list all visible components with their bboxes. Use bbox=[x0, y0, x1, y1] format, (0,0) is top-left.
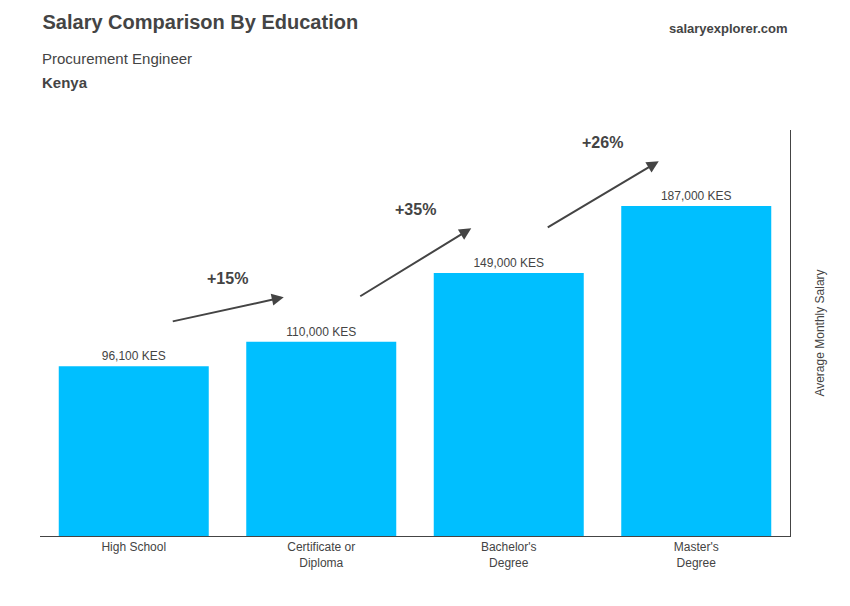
svg-text:+26%: +26% bbox=[582, 134, 623, 151]
svg-text:Average Monthly Salary: Average Monthly Salary bbox=[813, 269, 827, 396]
svg-text:+15%: +15% bbox=[207, 270, 248, 287]
svg-text:salaryexplorer.com: salaryexplorer.com bbox=[669, 21, 788, 36]
svg-text:110,000 KES: 110,000 KES bbox=[286, 325, 356, 339]
svg-text:Bachelor'sDegree: Bachelor'sDegree bbox=[481, 540, 537, 570]
svg-text:187,000 KES: 187,000 KES bbox=[661, 189, 732, 203]
svg-text:Salary Comparison By Education: Salary Comparison By Education bbox=[43, 11, 359, 33]
svg-text:Certificate orDiploma: Certificate orDiploma bbox=[287, 540, 355, 570]
svg-text:149,000 KES: 149,000 KES bbox=[473, 256, 544, 270]
svg-text:+35%: +35% bbox=[395, 201, 436, 218]
svg-text:High School: High School bbox=[101, 540, 166, 554]
svg-text:Master'sDegree: Master'sDegree bbox=[674, 540, 719, 570]
svg-text:Procurement Engineer: Procurement Engineer bbox=[42, 50, 192, 67]
svg-text:96,100 KES: 96,100 KES bbox=[102, 349, 166, 363]
svg-text:Kenya: Kenya bbox=[42, 74, 88, 91]
